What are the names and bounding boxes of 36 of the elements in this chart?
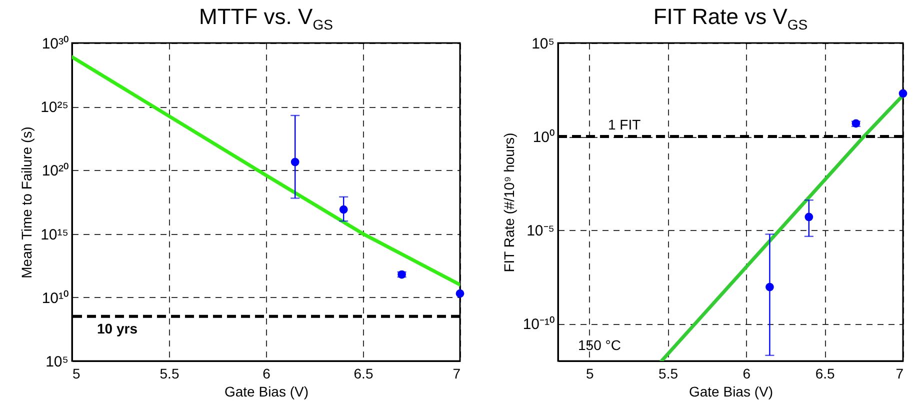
ref-line-label: 10 yrs bbox=[97, 320, 138, 336]
annotation: 150 °C bbox=[578, 337, 621, 353]
x-tick-label: 6.5 bbox=[815, 366, 836, 382]
chart-title: FIT Rate vs V$_{GS}$ bbox=[652, 4, 809, 32]
y-tick-label: 10⁵ bbox=[532, 36, 554, 52]
point bbox=[456, 289, 464, 298]
x-tick-label: 7 bbox=[452, 366, 461, 382]
x-tick-label: 5.5 bbox=[160, 366, 180, 382]
y-axis-title: Mean Time to Failure (s) bbox=[18, 126, 35, 278]
line-series bbox=[72, 55, 460, 286]
y-tick-label: 10²⁰ bbox=[42, 162, 68, 180]
point bbox=[339, 205, 348, 214]
ref-line-label: 1 FIT bbox=[608, 116, 642, 133]
x-tick-label: 6 bbox=[742, 366, 751, 382]
point bbox=[766, 282, 774, 292]
x-tick-label: 5.5 bbox=[658, 366, 678, 382]
y-tick-label: 10¹⁵ bbox=[40, 226, 68, 244]
y-tick-label: 10⁵ bbox=[46, 354, 68, 370]
y-tick-label: 10⁻⁵ bbox=[526, 222, 554, 240]
x-tick-label: 5 bbox=[586, 366, 594, 382]
y-tick-label: 10³⁰ bbox=[42, 36, 68, 52]
point bbox=[898, 89, 908, 98]
y-tick-label: 10⁰ bbox=[532, 129, 554, 146]
y-axis-title: FIT Rate (#/10⁹ hours) bbox=[500, 132, 517, 272]
chart-title: MTTF vs. V$_{GS}$ bbox=[198, 4, 334, 32]
x-tick-label: 6.5 bbox=[354, 366, 374, 382]
point bbox=[804, 212, 814, 222]
x-tick-label: 7 bbox=[896, 366, 904, 382]
y-tick-label: 10²⁵ bbox=[40, 99, 68, 116]
x-axis-title: Gate Bias (V) bbox=[224, 384, 309, 400]
y-tick-label: 10¹⁰ bbox=[42, 290, 68, 307]
x-tick-label: 6 bbox=[262, 366, 271, 382]
y-tick-label: 10⁻¹⁰ bbox=[522, 316, 554, 334]
x-tick-label: 5 bbox=[72, 366, 80, 382]
x-axis-title: Gate Bias (V) bbox=[688, 384, 774, 400]
point bbox=[290, 158, 300, 166]
